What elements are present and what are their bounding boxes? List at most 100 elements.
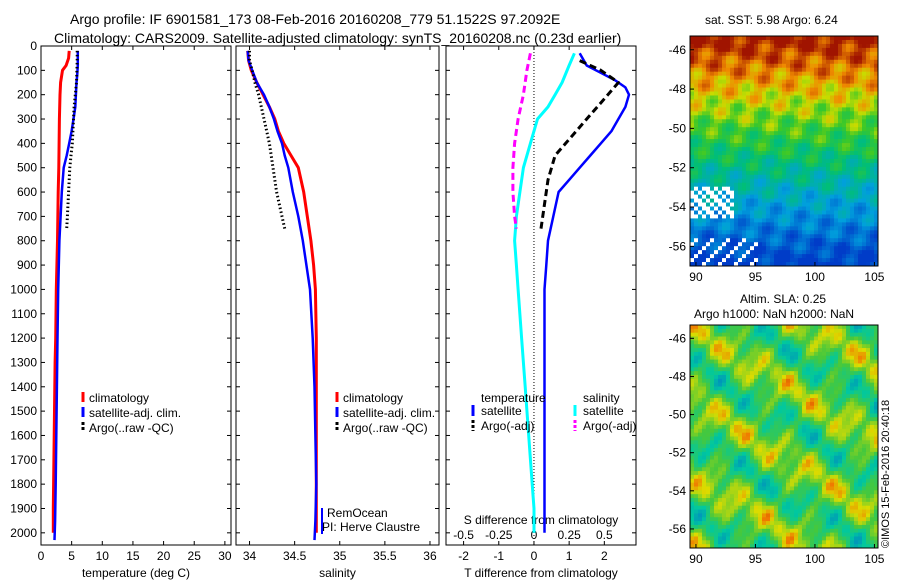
map-cell — [706, 432, 711, 437]
map-y-tick-label: -50 — [669, 121, 687, 135]
map-cell — [762, 75, 767, 81]
map-cell — [810, 386, 815, 391]
map-cell — [726, 226, 731, 231]
y-tick-label: 100 — [17, 63, 37, 77]
map-cell — [858, 83, 863, 88]
map-cell — [866, 115, 871, 120]
map-cell — [690, 226, 695, 231]
map-cell — [826, 135, 831, 140]
map-cell — [718, 378, 723, 384]
map-cell — [870, 378, 875, 384]
map-cell — [834, 206, 839, 211]
map-cell — [782, 103, 787, 108]
map-cell — [806, 455, 811, 460]
map-cell — [802, 190, 807, 196]
map-cell — [846, 436, 851, 441]
map-cell — [742, 186, 747, 192]
map-cell — [834, 459, 839, 464]
map-cell — [822, 143, 827, 148]
map-cell — [794, 166, 799, 172]
map-cell — [778, 405, 783, 410]
map-cell — [810, 417, 815, 422]
map-cell — [766, 459, 771, 464]
map-cell — [870, 230, 875, 235]
map-cell — [862, 394, 867, 399]
map-cell — [838, 401, 843, 407]
map-cell — [734, 218, 739, 223]
map-cell — [722, 386, 727, 391]
map-cell — [754, 127, 759, 132]
map-cell — [842, 448, 847, 453]
map-cell — [874, 194, 879, 199]
map-cell — [834, 194, 839, 199]
map-cell — [758, 158, 763, 164]
map-cell — [846, 390, 851, 395]
map-cell — [810, 87, 815, 92]
map-cell — [802, 206, 807, 211]
map-cell — [822, 194, 827, 199]
map-cell — [698, 206, 703, 211]
map-cell — [790, 478, 795, 484]
map-cell — [766, 43, 771, 49]
map-cell — [870, 75, 875, 81]
map-cell — [698, 83, 703, 88]
map-cell — [866, 382, 871, 387]
map-cell — [830, 131, 835, 136]
map-cell — [734, 348, 739, 353]
map-cell — [838, 39, 843, 45]
map-cell — [854, 190, 859, 196]
map-cell — [758, 474, 763, 480]
map-cell — [858, 332, 863, 337]
map-cell — [750, 230, 755, 235]
map-cell — [810, 394, 815, 399]
map-cell — [786, 413, 791, 418]
map-cell — [842, 230, 847, 235]
map-cell — [710, 367, 715, 372]
map-cell — [834, 135, 839, 140]
map-cell — [742, 348, 747, 353]
map-cell — [706, 147, 711, 152]
map-cell — [874, 328, 879, 334]
map-cell — [730, 95, 735, 100]
map-cell — [846, 351, 851, 357]
map-cell — [866, 332, 871, 337]
map-cell — [774, 455, 779, 460]
map-cell — [862, 459, 867, 464]
map-cell — [774, 67, 779, 73]
map-cell — [706, 178, 711, 184]
map-cell — [806, 451, 811, 457]
map-cell — [750, 182, 755, 188]
map-cell — [750, 371, 755, 376]
map-cell — [770, 107, 775, 112]
map-cell — [766, 206, 771, 211]
map-cell — [822, 166, 827, 172]
map-cell — [766, 190, 771, 196]
map-cell — [754, 428, 759, 434]
map-cell — [870, 336, 875, 341]
map-cell — [814, 448, 819, 453]
map-cell — [846, 186, 851, 192]
map-cell — [830, 467, 835, 472]
map-cell — [810, 344, 815, 349]
map-cell — [710, 394, 715, 399]
map-cell — [766, 440, 771, 445]
map-cell — [846, 432, 851, 437]
map-cell — [710, 194, 715, 199]
map-cell — [782, 178, 787, 184]
series-line-cyan — [513, 52, 576, 533]
map-cell — [766, 39, 771, 45]
map-cell — [806, 214, 811, 219]
map-cell — [694, 143, 699, 148]
map-cell — [694, 432, 699, 437]
map-cell — [718, 79, 723, 84]
map-cell — [714, 409, 719, 414]
map-cell — [754, 182, 759, 188]
map-cell — [718, 250, 723, 255]
map-cell — [814, 59, 819, 65]
map-cell — [758, 127, 763, 132]
map-cell — [694, 222, 699, 227]
map-cell — [710, 170, 715, 176]
map-cell — [722, 344, 727, 349]
map-cell — [766, 250, 771, 255]
map-cell — [774, 401, 779, 407]
